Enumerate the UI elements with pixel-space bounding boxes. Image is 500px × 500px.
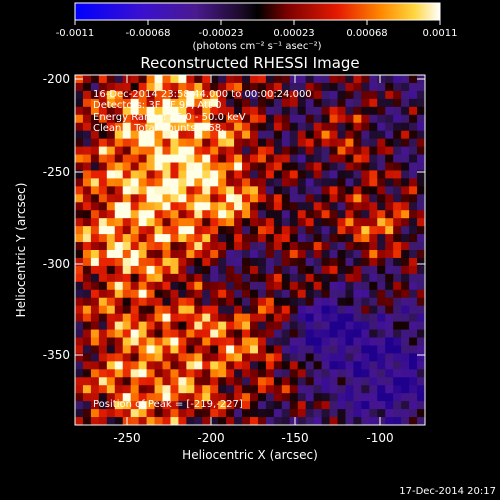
annotation-clean-counts: Clean Total Counts: 858. — [93, 123, 224, 134]
colorbar-tick-label: 0.00068 — [346, 28, 387, 39]
x-tick-label: -200 — [197, 431, 224, 445]
annotation-peak-position: Position of Peak = [-219,-227] — [93, 399, 243, 410]
x-axis-ticks — [126, 75, 381, 425]
plot-frame — [74, 74, 426, 426]
colorbar-tick-label: -0.0011 — [56, 28, 95, 39]
colorbar-tick-label: 0.0011 — [423, 28, 458, 39]
y-tick-label: -300 — [43, 257, 70, 271]
colorbar-tick-label: -0.00068 — [126, 28, 171, 39]
annotation-detectors: Detectors: 3F 6F 9F, Att 0 — [93, 100, 221, 111]
x-tick-label: -150 — [281, 431, 308, 445]
y-tick-label: -350 — [43, 348, 70, 362]
plot-title: Reconstructed RHESSI Image — [140, 54, 359, 72]
colorbar-tick-label: -0.00023 — [199, 28, 244, 39]
annotation-energy-range: Energy Range: 26.0 - 50.0 keV — [93, 112, 246, 123]
colorbar: -0.0011 -0.00068 -0.00023 0.00023 0.0006… — [56, 2, 458, 52]
colorbar-units-label: (photons cm⁻² s⁻¹ asec⁻²) — [192, 41, 321, 52]
colorbar-tick-label: 0.00023 — [273, 28, 314, 39]
y-tick-label: -250 — [43, 165, 70, 179]
rhessi-heatmap — [75, 75, 425, 425]
colorbar-ticks — [74, 20, 441, 25]
x-tick-label: -100 — [366, 431, 393, 445]
image-panel — [74, 74, 426, 426]
footer-timestamp: 17-Dec-2014 20:17 — [399, 486, 496, 497]
y-axis-label: Heliocentric Y (arcsec) — [14, 183, 28, 318]
x-tick-label: -250 — [113, 431, 140, 445]
annotation-time-range: 16-Dec-2014 23:58:44.000 to 00:00:24.000 — [93, 89, 312, 100]
y-axis-ticks — [75, 78, 425, 356]
colorbar-gradient — [74, 2, 441, 21]
x-axis-label: Heliocentric X (arcsec) — [182, 448, 318, 462]
y-tick-label: -200 — [43, 72, 70, 86]
